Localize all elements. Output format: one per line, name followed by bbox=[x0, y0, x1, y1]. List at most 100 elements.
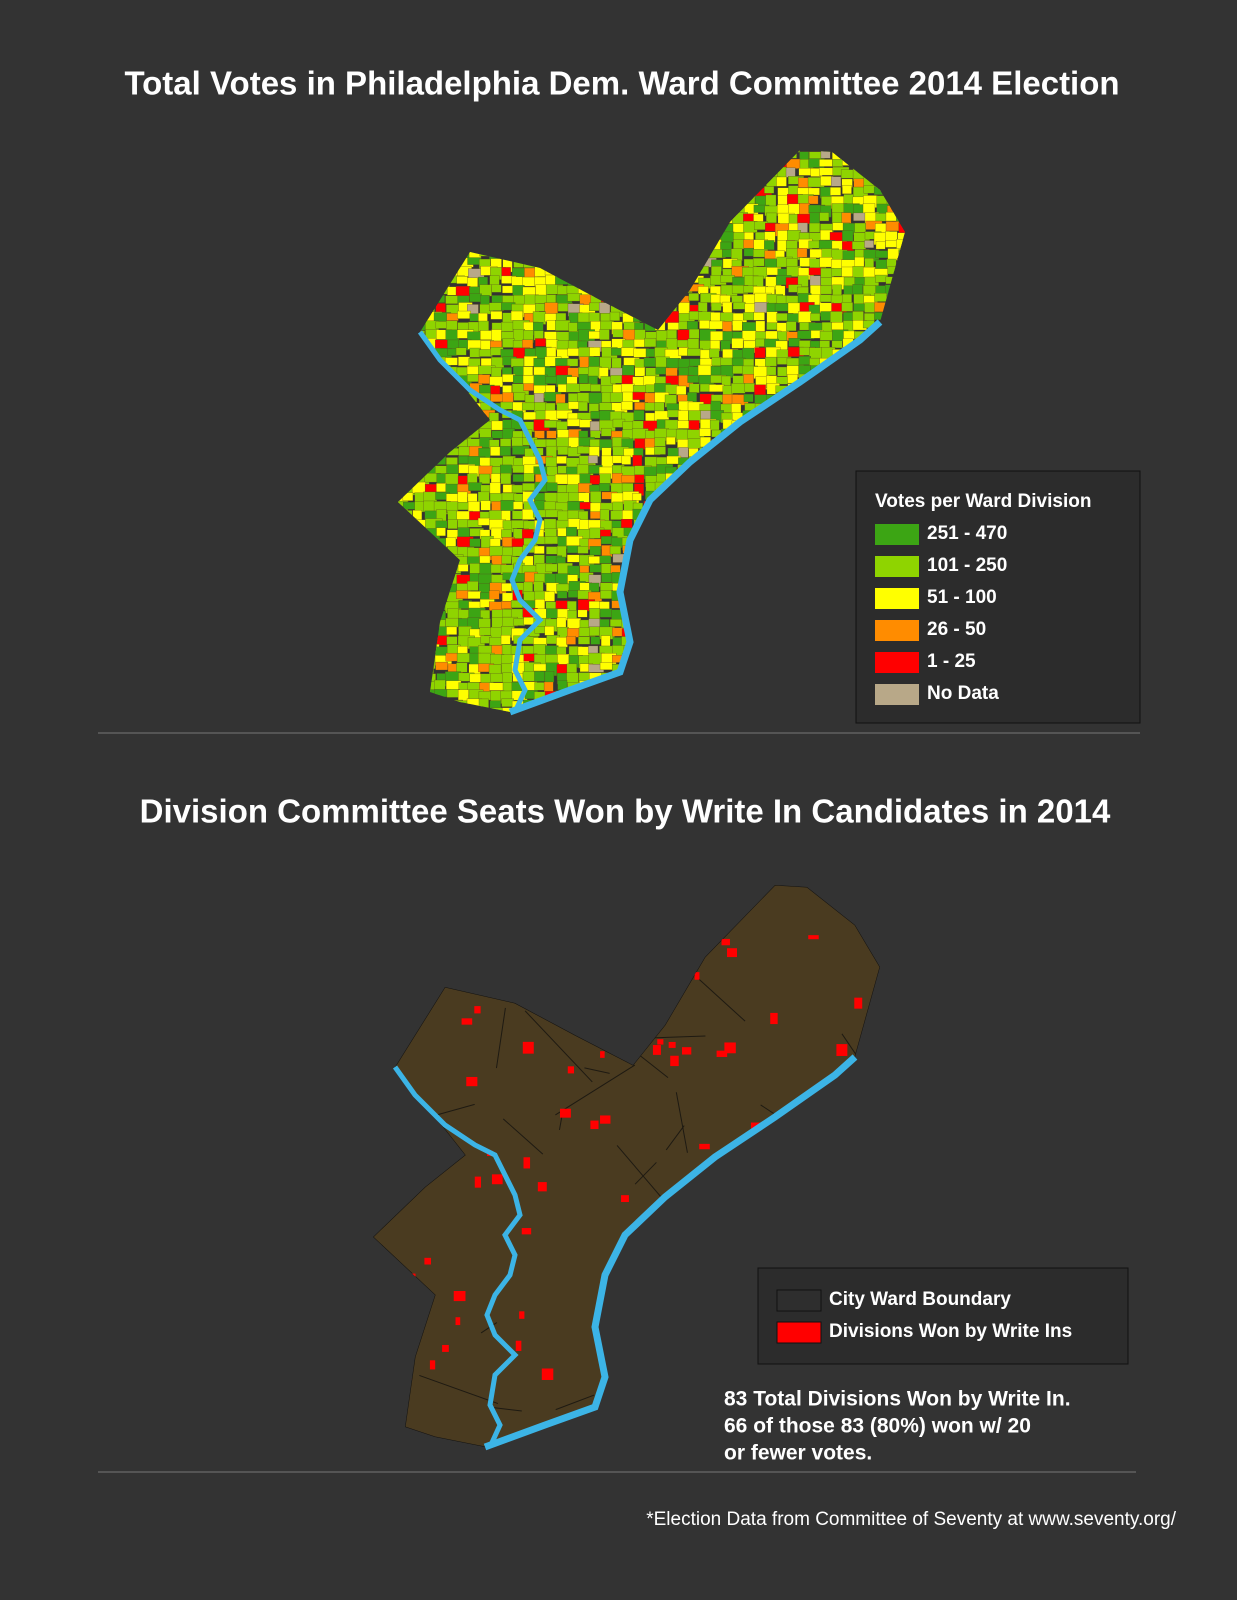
division bbox=[501, 654, 513, 665]
division bbox=[579, 501, 592, 510]
division bbox=[634, 322, 644, 331]
division bbox=[491, 707, 509, 712]
division bbox=[710, 400, 721, 412]
division bbox=[522, 645, 535, 655]
write-in-division bbox=[522, 1041, 534, 1054]
division bbox=[589, 626, 600, 636]
division bbox=[830, 176, 842, 187]
division bbox=[478, 618, 491, 629]
division bbox=[588, 556, 601, 564]
division bbox=[885, 240, 897, 248]
division bbox=[601, 427, 612, 437]
division bbox=[588, 455, 598, 464]
division bbox=[744, 383, 755, 393]
division bbox=[599, 608, 612, 618]
division bbox=[510, 358, 525, 368]
division bbox=[788, 338, 801, 347]
division bbox=[699, 320, 711, 329]
division bbox=[676, 385, 687, 395]
division bbox=[667, 322, 681, 331]
division bbox=[533, 581, 544, 593]
legend-label: No Data bbox=[927, 683, 999, 704]
division bbox=[566, 526, 578, 537]
division bbox=[579, 383, 592, 392]
write-in-division bbox=[541, 1368, 554, 1380]
legend-label: 51 - 100 bbox=[927, 587, 997, 608]
division bbox=[599, 402, 614, 411]
division bbox=[533, 366, 546, 376]
river bbox=[417, 330, 548, 714]
division bbox=[523, 366, 534, 376]
division bbox=[566, 672, 579, 683]
division bbox=[819, 212, 830, 222]
division bbox=[556, 455, 567, 464]
division bbox=[820, 277, 833, 286]
write-in-division bbox=[519, 1311, 525, 1319]
division bbox=[852, 311, 864, 322]
division bbox=[742, 347, 755, 360]
legend-label: 26 - 50 bbox=[927, 619, 986, 640]
division bbox=[678, 347, 689, 357]
division bbox=[634, 367, 646, 377]
write-in-division bbox=[474, 1006, 481, 1014]
division bbox=[875, 241, 886, 250]
division bbox=[436, 483, 447, 493]
division bbox=[875, 250, 889, 259]
division bbox=[435, 520, 448, 529]
division bbox=[766, 311, 778, 325]
division bbox=[557, 653, 570, 665]
division bbox=[557, 465, 568, 474]
division bbox=[469, 573, 480, 582]
division bbox=[590, 636, 601, 645]
division bbox=[469, 347, 481, 358]
division bbox=[655, 340, 667, 349]
ward-boundary bbox=[480, 1322, 498, 1334]
division bbox=[446, 689, 460, 698]
division bbox=[501, 698, 514, 707]
division bbox=[785, 167, 796, 178]
legend-label: 251 - 470 bbox=[927, 523, 1007, 544]
division bbox=[764, 186, 775, 194]
division bbox=[752, 258, 765, 267]
division bbox=[841, 212, 852, 225]
division bbox=[599, 555, 612, 564]
division bbox=[447, 519, 458, 529]
division bbox=[600, 635, 611, 648]
division bbox=[654, 437, 666, 447]
division bbox=[491, 284, 502, 293]
river bbox=[508, 319, 883, 716]
division bbox=[555, 312, 567, 321]
division bbox=[864, 302, 876, 313]
division bbox=[467, 547, 481, 558]
division bbox=[501, 601, 513, 609]
division bbox=[590, 430, 601, 439]
map-title: Division Committee Seats Won by Write In… bbox=[140, 793, 1111, 830]
legend-label: 1 - 25 bbox=[927, 651, 976, 672]
division bbox=[523, 473, 535, 482]
division bbox=[709, 348, 720, 358]
ward-boundary bbox=[634, 1162, 657, 1185]
division bbox=[885, 221, 900, 232]
ward-boundary bbox=[696, 976, 746, 1022]
division bbox=[600, 590, 613, 599]
division bbox=[435, 303, 446, 313]
division bbox=[535, 303, 545, 312]
division bbox=[898, 222, 905, 234]
write-in-division bbox=[521, 1228, 532, 1235]
legend-title: Votes per Ward Division bbox=[875, 491, 1091, 512]
division bbox=[535, 284, 548, 297]
write-in-division bbox=[461, 1018, 473, 1025]
division bbox=[599, 329, 610, 340]
division bbox=[842, 230, 854, 242]
note-line: or fewer votes. bbox=[724, 1442, 872, 1465]
write-in-division bbox=[429, 1360, 436, 1370]
division bbox=[852, 284, 863, 295]
division bbox=[755, 320, 766, 332]
division bbox=[820, 285, 832, 295]
division bbox=[621, 455, 631, 465]
division bbox=[864, 240, 874, 249]
division bbox=[490, 311, 503, 320]
division bbox=[687, 392, 697, 403]
division bbox=[458, 356, 470, 366]
legend-label: City Ward Boundary bbox=[829, 1289, 1011, 1310]
